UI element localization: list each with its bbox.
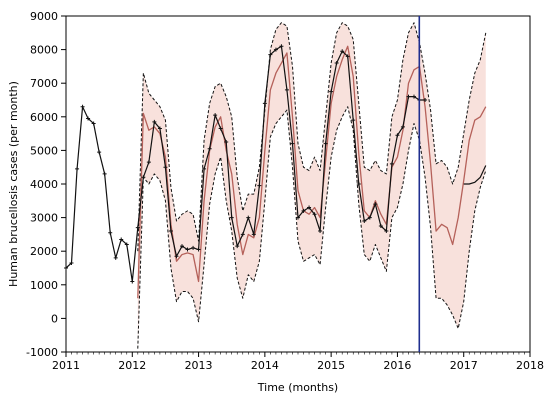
observed-point — [91, 121, 96, 126]
observed-point — [356, 182, 361, 186]
observed-point — [257, 183, 262, 188]
y-tick-label: -1000 — [26, 346, 58, 359]
observed-point — [119, 237, 124, 242]
y-tick-label: 0 — [51, 312, 58, 325]
observed-point — [157, 126, 162, 131]
observed-point — [279, 44, 284, 49]
observed-point — [240, 232, 245, 237]
observed-point — [202, 166, 207, 171]
observed-point — [351, 118, 356, 123]
observed-point — [168, 229, 173, 234]
observed-point — [163, 165, 168, 170]
observed-point — [180, 244, 184, 249]
observed-point — [213, 113, 218, 118]
x-tick-label: 2018 — [516, 359, 544, 372]
observed-point — [86, 116, 91, 121]
y-tick-label: 1000 — [30, 279, 58, 292]
y-tick-label: 4000 — [30, 178, 58, 191]
plot-area: 2011 2012 2013 2014 2015 2016 2017 2018 -1000 0 1… — [26, 10, 544, 372]
series-layer — [64, 16, 487, 352]
observed-point — [102, 171, 107, 176]
observed-point — [141, 175, 146, 180]
x-tick-label: 2013 — [185, 359, 213, 372]
x-tick-label: 2014 — [251, 359, 279, 372]
observed-point — [97, 150, 102, 155]
x-axis-title: Time (months) — [257, 381, 338, 394]
observed-point — [251, 232, 256, 237]
observed-point — [367, 215, 372, 220]
observed-point — [262, 101, 267, 106]
y-axis: -1000 0 1000 2000 3000 4000 5000 6000 7000 8000 90… — [26, 10, 66, 359]
observed-point — [389, 161, 394, 166]
y-tick-label: 2000 — [30, 245, 58, 258]
x-tick-label: 2016 — [383, 359, 411, 372]
x-tick-label: 2017 — [450, 359, 478, 372]
observed-point — [130, 279, 135, 284]
observed-point — [290, 141, 295, 146]
y-tick-label: 3000 — [30, 212, 58, 225]
observed-point — [113, 255, 118, 260]
observed-point — [135, 225, 140, 230]
x-tick-label: 2012 — [118, 359, 146, 372]
observed-point — [284, 87, 289, 92]
observed-point — [334, 61, 339, 66]
y-tick-label: 9000 — [30, 10, 58, 23]
observed-point — [108, 230, 113, 235]
observed-point — [329, 89, 334, 94]
confidence-band — [137, 22, 486, 349]
observed-point — [218, 126, 223, 131]
observed-point — [378, 224, 383, 228]
observed-point — [229, 215, 234, 220]
y-tick-label: 7000 — [30, 77, 58, 90]
observed-point — [301, 208, 306, 213]
observed-point — [406, 94, 411, 99]
observed-point — [318, 229, 323, 234]
observed-point — [307, 205, 312, 210]
observed-point — [312, 212, 317, 217]
upper-confidence-line — [137, 22, 487, 252]
observed-point — [235, 244, 240, 249]
observed-point — [174, 254, 179, 259]
observed-after-series-line — [463, 165, 487, 185]
observed-point — [207, 146, 212, 151]
observed-series-line — [65, 45, 426, 283]
x-tick-label: 2011 — [52, 359, 80, 372]
observed-point — [412, 94, 416, 99]
observed-point — [384, 229, 389, 234]
observed-point — [296, 215, 300, 220]
lower-confidence-line — [137, 106, 487, 349]
observed-point — [80, 104, 85, 109]
observed-point — [196, 247, 201, 252]
x-tick-label: 2015 — [317, 359, 345, 372]
observed-point — [373, 202, 378, 207]
observed-point — [423, 98, 428, 102]
observed-point — [268, 52, 273, 57]
observed-point — [152, 119, 157, 124]
observed-point — [400, 124, 405, 129]
observed-point — [69, 260, 74, 265]
y-tick-label: 8000 — [30, 44, 58, 57]
observed-point — [224, 140, 229, 144]
y-tick-label: 5000 — [30, 144, 58, 157]
observed-point — [345, 54, 350, 59]
observed-point — [246, 215, 251, 220]
observed-point — [191, 245, 196, 250]
x-axis: 2011 2012 2013 2014 2015 2016 2017 2018 — [52, 352, 544, 372]
observed-point — [340, 49, 345, 54]
observed-point — [273, 47, 278, 52]
observed-point — [185, 247, 190, 252]
observed-point — [64, 266, 68, 270]
y-axis-title: Human brucellosis cases (per month) — [7, 81, 20, 287]
observed-point — [362, 218, 367, 223]
observed-point — [395, 133, 400, 138]
observed-point — [323, 141, 328, 146]
y-tick-label: 6000 — [30, 111, 58, 124]
observed-point — [124, 242, 129, 247]
observed-point — [75, 166, 80, 171]
observed-point — [146, 160, 151, 165]
